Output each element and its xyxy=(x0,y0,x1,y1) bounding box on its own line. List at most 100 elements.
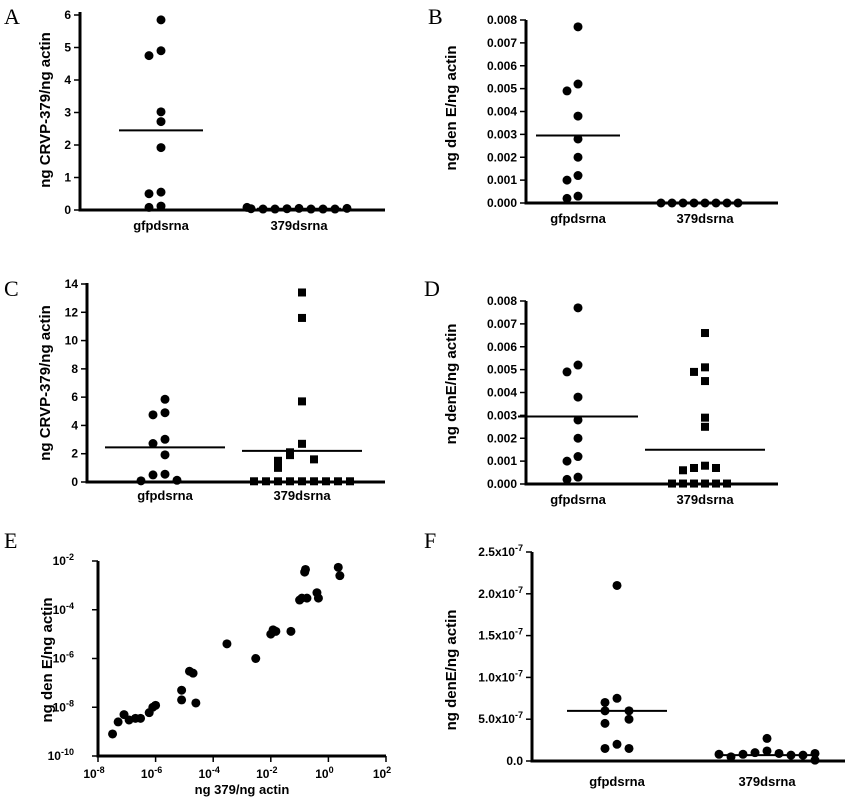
data-point-square xyxy=(298,439,306,448)
category-label: gfpdsrna xyxy=(550,211,606,226)
data-point-square xyxy=(322,477,330,486)
category-label: 379dsrna xyxy=(273,488,331,503)
y-axis-label: ng CRVP-379/ng actin xyxy=(37,32,54,188)
data-point xyxy=(136,713,146,723)
tick-label: 10-4 xyxy=(53,601,74,617)
tick-label: 0.008 xyxy=(487,294,517,308)
data-point xyxy=(573,452,583,462)
data-point xyxy=(160,408,170,418)
data-point xyxy=(562,175,572,185)
data-point-square xyxy=(310,455,318,464)
tick-label: 0.005 xyxy=(487,82,517,96)
data-point-square xyxy=(262,477,270,486)
panel-e: E ng den E/ng actin 10-10 10-8 10-6 10-4 10-… xyxy=(4,528,391,797)
panel-letter: D xyxy=(424,276,440,301)
tick-label: 5.0x10-7 xyxy=(478,710,523,726)
tick-label: 0.001 xyxy=(487,173,517,187)
data-point xyxy=(342,203,352,213)
data-point-square xyxy=(668,479,676,488)
tick-label: 10-2 xyxy=(53,552,74,568)
tick-label: 102 xyxy=(373,765,391,781)
data-point xyxy=(177,695,187,705)
tick-label: 4 xyxy=(71,418,78,432)
data-point xyxy=(573,134,583,144)
tick-label: 0 xyxy=(64,203,71,217)
tick-label: 1 xyxy=(64,171,71,185)
panel-letter: E xyxy=(4,528,17,553)
category-label: gfpdsrna xyxy=(589,774,645,789)
data-point xyxy=(562,367,572,377)
data-point xyxy=(333,562,343,572)
tick-label: 0.006 xyxy=(487,340,517,354)
tick-label: 0.002 xyxy=(487,150,517,164)
data-point xyxy=(762,733,772,743)
panel-letter: C xyxy=(4,276,19,301)
tick-label: 0.000 xyxy=(487,196,517,210)
tick-label: 0.000 xyxy=(487,477,517,491)
data-point xyxy=(177,685,187,695)
panel-letter: A xyxy=(4,4,20,29)
tick-label: 0.001 xyxy=(487,454,517,468)
data-point-square xyxy=(298,397,306,406)
tick-label: 12 xyxy=(65,305,79,319)
panel-b: B ng den E/ng actin 0.000 0.001 0.002 0.003… xyxy=(428,4,778,226)
data-point-square xyxy=(250,477,258,486)
panel-c: C ng CRVP-379/ng actin 0 2 4 6 8 10 12 14 gfpds… xyxy=(4,276,385,503)
data-point xyxy=(271,626,281,636)
category-label: gfpdsrna xyxy=(550,492,606,507)
data-point xyxy=(573,433,583,443)
data-point xyxy=(160,469,170,479)
data-point xyxy=(160,450,170,460)
data-point xyxy=(624,743,634,753)
data-point xyxy=(573,415,583,425)
tick-label: 0.003 xyxy=(487,127,517,141)
data-point xyxy=(188,668,198,678)
data-point xyxy=(156,107,166,117)
data-point xyxy=(251,654,261,663)
tick-label: 2 xyxy=(64,138,71,152)
data-point xyxy=(600,718,610,728)
data-point xyxy=(222,639,232,649)
data-point xyxy=(573,360,583,370)
data-point xyxy=(156,46,166,56)
data-point xyxy=(335,571,345,581)
data-point xyxy=(156,143,166,153)
data-point-square xyxy=(701,422,709,431)
data-point xyxy=(160,394,170,404)
data-point xyxy=(156,15,166,25)
tick-label: 100 xyxy=(315,765,333,781)
category-label: gfpdsrna xyxy=(137,488,193,503)
tick-label: 2.0x10-7 xyxy=(478,585,523,601)
tick-label: 10-4 xyxy=(199,765,220,781)
y-axis-label: ng den E/ng actin xyxy=(39,597,56,722)
data-point-square xyxy=(298,288,306,297)
tick-label: 3 xyxy=(64,106,71,120)
data-point xyxy=(573,392,583,402)
data-point-square xyxy=(712,463,720,472)
data-point xyxy=(573,171,583,181)
data-point xyxy=(191,698,201,708)
data-point-square xyxy=(701,377,709,386)
data-point-square xyxy=(298,477,306,486)
data-point-square xyxy=(690,463,698,472)
data-point xyxy=(600,743,610,753)
data-point xyxy=(156,201,166,211)
data-point xyxy=(573,191,583,201)
y-axis-label: ng den E/ng actin xyxy=(443,45,460,170)
data-point xyxy=(562,456,572,466)
data-point xyxy=(148,470,158,480)
data-point xyxy=(562,474,572,484)
data-point xyxy=(136,476,146,486)
tick-label: 10-8 xyxy=(83,765,104,781)
data-point xyxy=(144,189,154,199)
data-point xyxy=(573,79,583,89)
data-point xyxy=(624,714,634,724)
tick-label: 0.0 xyxy=(506,754,523,768)
data-point xyxy=(573,303,583,313)
tick-label: 10-2 xyxy=(256,765,277,781)
data-point xyxy=(242,202,252,212)
data-point xyxy=(810,755,820,765)
data-point xyxy=(148,410,158,420)
